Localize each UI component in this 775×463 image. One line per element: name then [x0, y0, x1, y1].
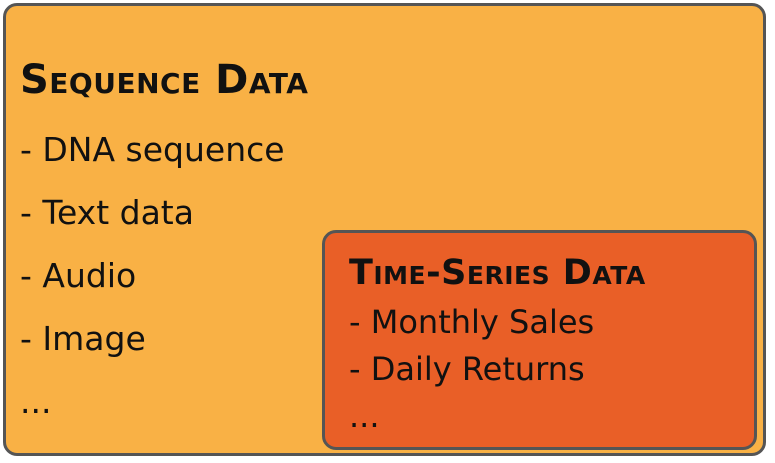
time-series-data-box: Time-Series Data - Monthly Sales - Daily…: [322, 230, 757, 450]
sequence-data-list: - DNA sequence - Text data - Audio - Ima…: [20, 118, 285, 433]
list-item: ...: [20, 382, 52, 421]
list-item: - Text data: [20, 193, 194, 232]
list-item: - Daily Returns: [349, 350, 585, 388]
list-item: - DNA sequence: [20, 130, 285, 169]
sequence-data-title: Sequence Data: [20, 57, 309, 103]
list-item: - Monthly Sales: [349, 303, 595, 341]
time-series-data-title: Time-Series Data: [349, 253, 646, 293]
time-series-data-list: - Monthly Sales - Daily Returns ...: [349, 299, 594, 440]
list-item: ...: [349, 397, 380, 435]
list-item: - Image: [20, 319, 146, 358]
list-item: - Audio: [20, 256, 137, 295]
